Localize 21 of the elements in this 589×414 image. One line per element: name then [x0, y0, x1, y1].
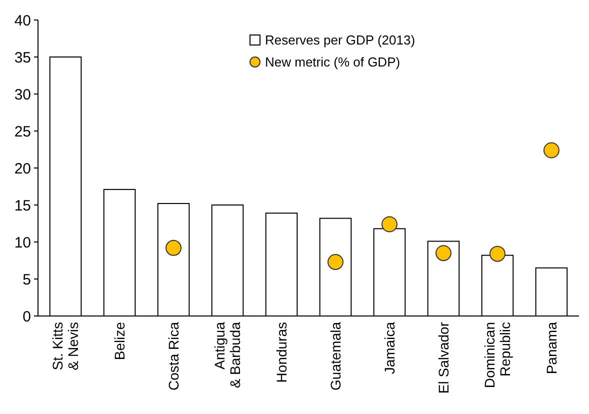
y-tick-label: 10 — [14, 234, 31, 252]
x-tick-label: Panama — [543, 322, 560, 374]
y-tick-label: 35 — [14, 49, 31, 66]
x-tick-label: Costa Rica — [165, 322, 182, 390]
x-tick-label: Antigua & Barbuda — [212, 322, 244, 388]
y-tick-label: 30 — [14, 86, 31, 104]
y-tick-label: 5 — [22, 271, 31, 288]
x-tick-label: Honduras — [273, 322, 290, 383]
y-tick-label: 0 — [22, 308, 31, 326]
x-tick-label: El Salvador — [435, 322, 452, 394]
y-tick-label: 40 — [14, 12, 31, 30]
y-tick-label: 20 — [14, 160, 31, 178]
y-tick-label: 25 — [14, 123, 31, 140]
legend-label: Reserves per GDP (2013) — [265, 32, 416, 48]
x-tick-label: Guatemala — [327, 322, 344, 390]
x-tick-label: Jamaica — [381, 322, 398, 374]
x-tick-label: Dominican Republic — [482, 322, 514, 388]
x-tick-label: Belize — [111, 322, 128, 360]
y-tick-label: 15 — [14, 197, 31, 214]
legend-label: New metric (% of GDP) — [265, 54, 400, 70]
x-tick-label: St. Kitts & Nevis — [50, 322, 82, 370]
